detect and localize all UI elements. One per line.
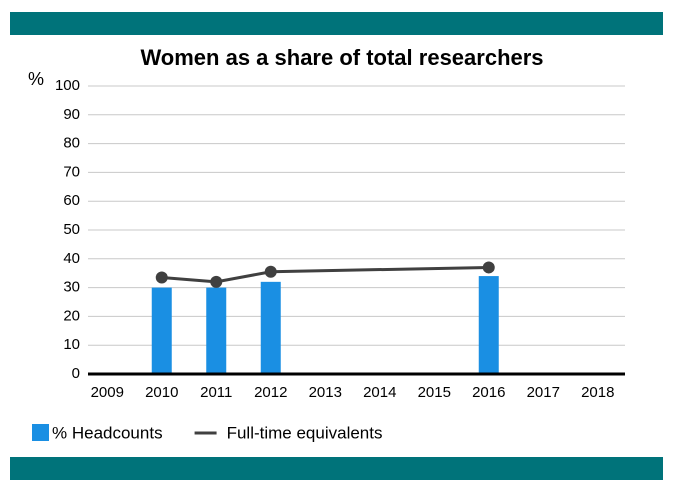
x-tick-label: 2015: [418, 384, 451, 401]
x-tick-label: 2012: [254, 384, 287, 401]
y-tick-label: 70: [63, 163, 80, 180]
bar: [260, 281, 281, 374]
footer-band: [10, 457, 663, 480]
y-tick-label: 80: [63, 135, 80, 152]
line-point: [264, 265, 277, 278]
line-point: [210, 275, 223, 288]
y-tick-label: 60: [63, 192, 80, 209]
y-tick-label: 100: [55, 77, 80, 94]
line-point: [155, 271, 168, 284]
bar: [206, 287, 227, 374]
bar: [478, 276, 499, 374]
chart-title: Women as a share of total researchers: [140, 45, 543, 70]
x-tick-label: 2010: [145, 384, 178, 401]
y-tick-label: 20: [63, 307, 80, 324]
header-band: [10, 12, 663, 35]
legend-label: Full-time equivalents: [227, 423, 383, 442]
x-tick-label: 2013: [309, 384, 342, 401]
y-tick-label: 10: [63, 336, 80, 353]
line-point: [482, 261, 495, 274]
y-axis-label: %: [28, 69, 44, 89]
x-tick-label: 2017: [527, 384, 560, 401]
y-tick-label: 30: [63, 279, 80, 296]
y-tick-label: 90: [63, 106, 80, 123]
legend-swatch: [32, 424, 49, 441]
x-tick-label: 2014: [363, 384, 396, 401]
y-tick-label: 50: [63, 221, 80, 238]
legend-label: % Headcounts: [52, 423, 163, 442]
bar: [151, 287, 172, 374]
x-tick-label: 2016: [472, 384, 505, 401]
x-tick-label: 2009: [91, 384, 124, 401]
y-tick-label: 40: [63, 250, 80, 267]
x-tick-label: 2018: [581, 384, 614, 401]
y-tick-label: 0: [72, 365, 80, 382]
x-tick-label: 2011: [200, 384, 232, 401]
line: [161, 265, 489, 284]
